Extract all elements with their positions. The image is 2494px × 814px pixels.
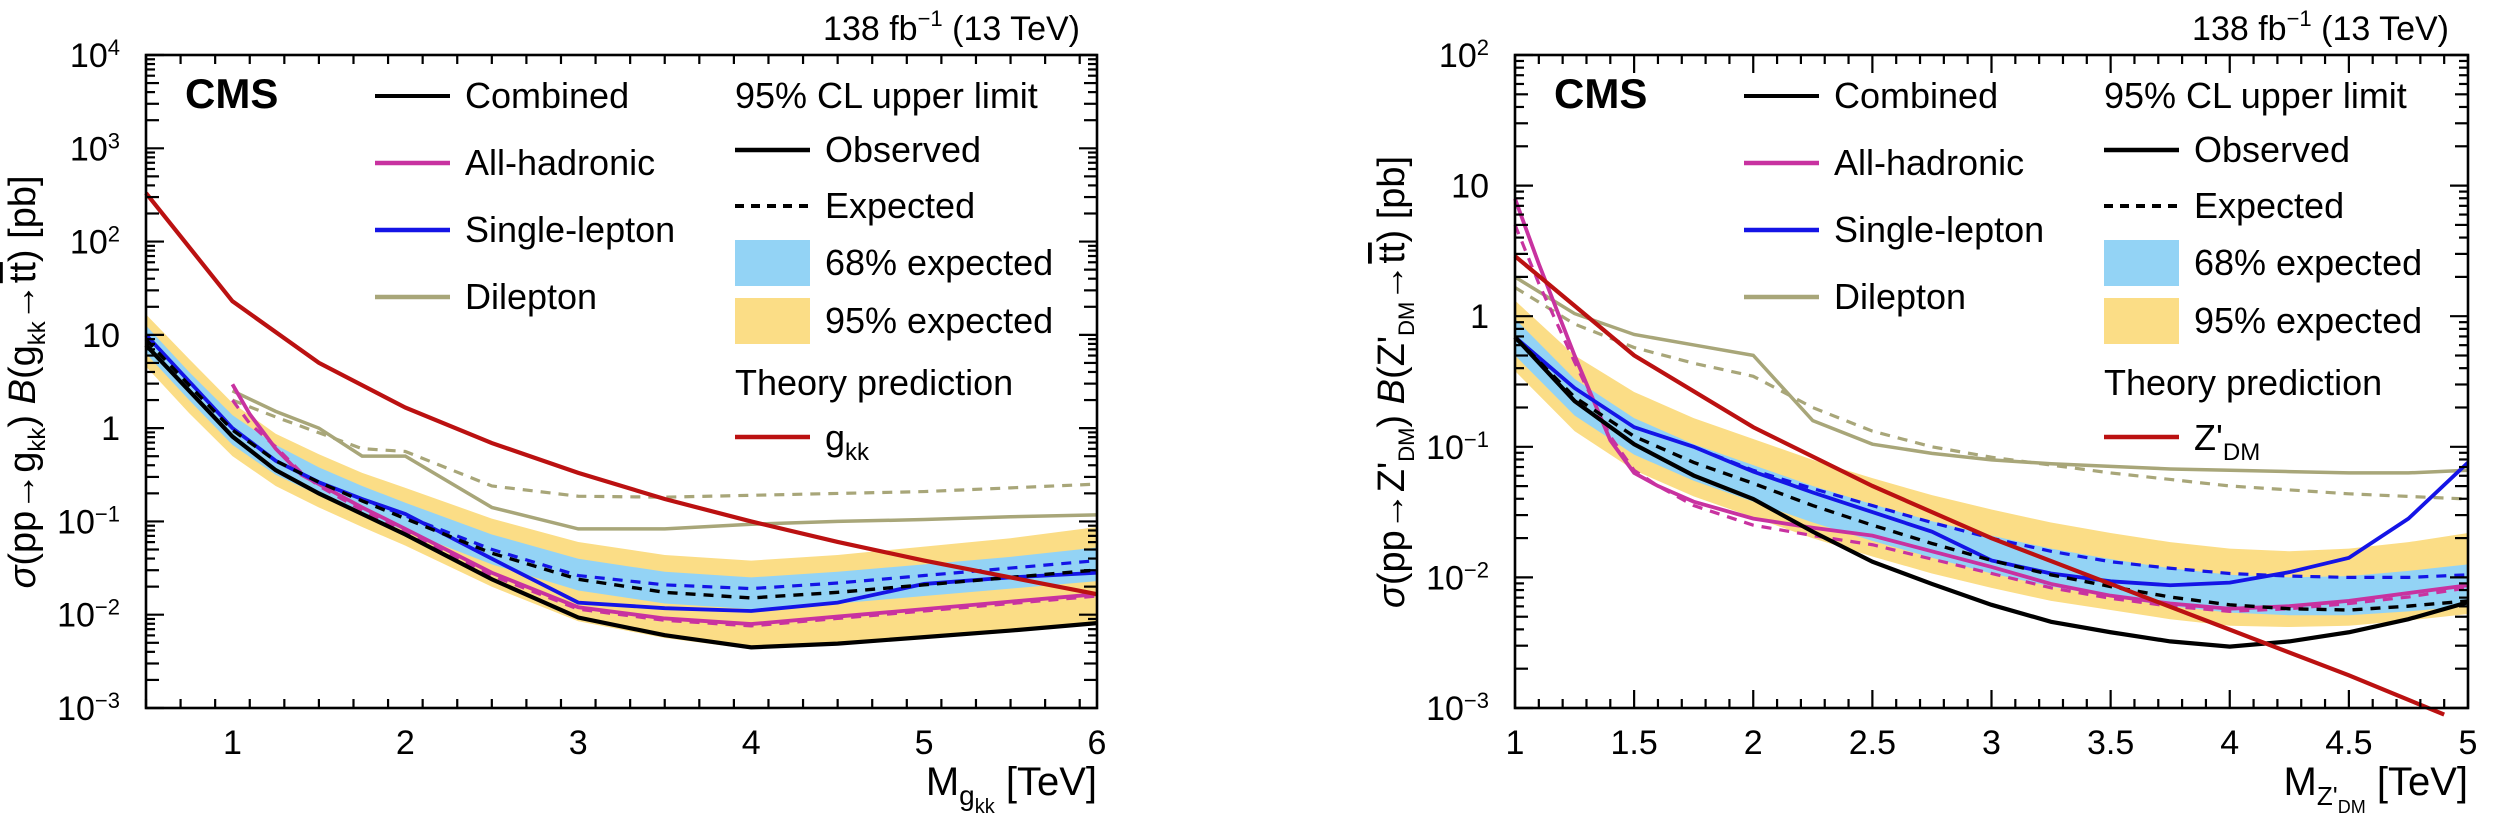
svg-text:138 fb−1 (13 TeV): 138 fb−1 (13 TeV) [2192, 6, 2449, 48]
svg-text:10: 10 [1451, 168, 1489, 206]
svg-text:1: 1 [1470, 298, 1489, 336]
svg-text:σ(pp→gkk) B(gkk→tt) [pb]: σ(pp→gkk) B(gkk→tt) [pb] [2, 175, 51, 588]
svg-text:3: 3 [1982, 724, 2001, 762]
svg-text:Single-lepton: Single-lepton [465, 209, 675, 250]
svg-text:95% expected: 95% expected [825, 300, 1053, 341]
svg-text:2: 2 [1744, 724, 1763, 762]
svg-text:3: 3 [569, 724, 588, 762]
svg-text:1: 1 [1506, 724, 1525, 762]
svg-text:Dilepton: Dilepton [465, 276, 597, 317]
svg-text:σ(pp→Z'DM) B(Z'DM→tt) [pb]: σ(pp→Z'DM) B(Z'DM→tt) [pb] [1371, 156, 1419, 608]
svg-text:4: 4 [742, 724, 761, 762]
svg-text:Combined: Combined [465, 75, 629, 116]
svg-text:5: 5 [2459, 724, 2478, 762]
svg-text:2: 2 [396, 724, 415, 762]
svg-text:Combined: Combined [1834, 75, 1998, 116]
svg-text:Observed: Observed [2194, 129, 2350, 170]
svg-text:Dilepton: Dilepton [1834, 276, 1966, 317]
svg-text:68% expected: 68% expected [2194, 242, 2422, 283]
svg-text:Expected: Expected [2194, 185, 2344, 226]
svg-text:4.5: 4.5 [2325, 724, 2372, 762]
svg-text:68% expected: 68% expected [825, 242, 1053, 283]
svg-text:2.5: 2.5 [1849, 724, 1896, 762]
svg-text:1: 1 [223, 724, 242, 762]
svg-text:All-hadronic: All-hadronic [465, 142, 655, 183]
svg-text:Single-lepton: Single-lepton [1834, 209, 2044, 250]
svg-text:Theory prediction: Theory prediction [735, 362, 1013, 403]
svg-text:138 fb−1 (13 TeV): 138 fb−1 (13 TeV) [823, 6, 1080, 48]
svg-text:All-hadronic: All-hadronic [1834, 142, 2024, 183]
svg-text:95% expected: 95% expected [2194, 300, 2422, 341]
svg-text:4: 4 [2220, 724, 2239, 762]
svg-text:95% CL upper limit: 95% CL upper limit [2104, 75, 2407, 116]
svg-text:CMS: CMS [1554, 70, 1647, 117]
svg-text:10: 10 [82, 317, 120, 355]
svg-text:6: 6 [1088, 724, 1107, 762]
svg-text:Theory prediction: Theory prediction [2104, 362, 2382, 403]
svg-text:Expected: Expected [825, 185, 975, 226]
svg-text:3.5: 3.5 [2087, 724, 2134, 762]
svg-text:1.5: 1.5 [1610, 724, 1657, 762]
svg-text:5: 5 [915, 724, 934, 762]
svg-text:Observed: Observed [825, 129, 981, 170]
svg-text:CMS: CMS [185, 70, 278, 117]
svg-text:95% CL upper limit: 95% CL upper limit [735, 75, 1038, 116]
svg-text:1: 1 [101, 410, 120, 448]
